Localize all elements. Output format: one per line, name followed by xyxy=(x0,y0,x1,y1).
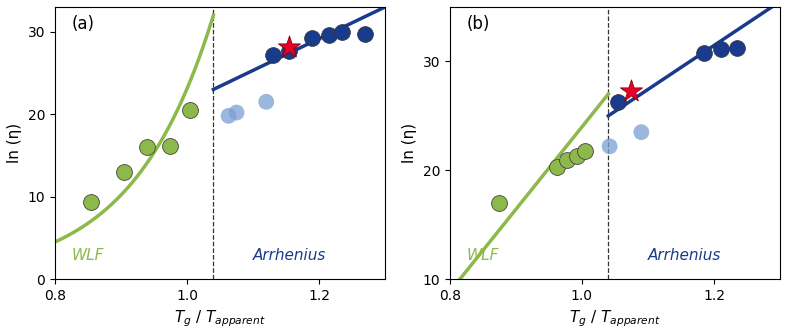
X-axis label: $T_g$ / $T_{apparent}$: $T_g$ / $T_{apparent}$ xyxy=(174,308,266,329)
Point xyxy=(359,32,371,37)
Point xyxy=(283,48,296,53)
Y-axis label: ln (η): ln (η) xyxy=(7,123,22,163)
Point xyxy=(571,154,583,159)
Point xyxy=(306,36,319,41)
Point xyxy=(731,46,744,51)
Point xyxy=(164,144,177,149)
Text: (b): (b) xyxy=(466,15,490,33)
Point xyxy=(550,164,563,170)
Text: Arrhenius: Arrhenius xyxy=(253,248,327,263)
Text: WLF: WLF xyxy=(466,248,499,263)
Point xyxy=(231,110,243,115)
Point xyxy=(604,143,616,149)
Point xyxy=(184,108,197,113)
Point xyxy=(715,47,727,52)
Point xyxy=(560,158,573,163)
Point xyxy=(85,200,98,205)
Point xyxy=(260,99,272,104)
Point xyxy=(283,45,296,50)
Point xyxy=(222,113,235,119)
Text: Arrhenius: Arrhenius xyxy=(648,248,722,263)
Point xyxy=(612,99,625,104)
Point xyxy=(118,169,131,175)
Y-axis label: ln (η): ln (η) xyxy=(402,123,417,163)
Point xyxy=(698,50,711,55)
Point xyxy=(323,32,335,38)
X-axis label: $T_g$ / $T_{apparent}$: $T_g$ / $T_{apparent}$ xyxy=(569,308,660,329)
Point xyxy=(336,29,349,34)
Point xyxy=(267,52,279,57)
Point xyxy=(493,200,505,206)
Point xyxy=(625,88,637,93)
Point xyxy=(579,148,592,153)
Point xyxy=(141,144,153,150)
Point xyxy=(635,129,648,135)
Text: WLF: WLF xyxy=(72,248,104,263)
Text: (a): (a) xyxy=(72,15,94,33)
